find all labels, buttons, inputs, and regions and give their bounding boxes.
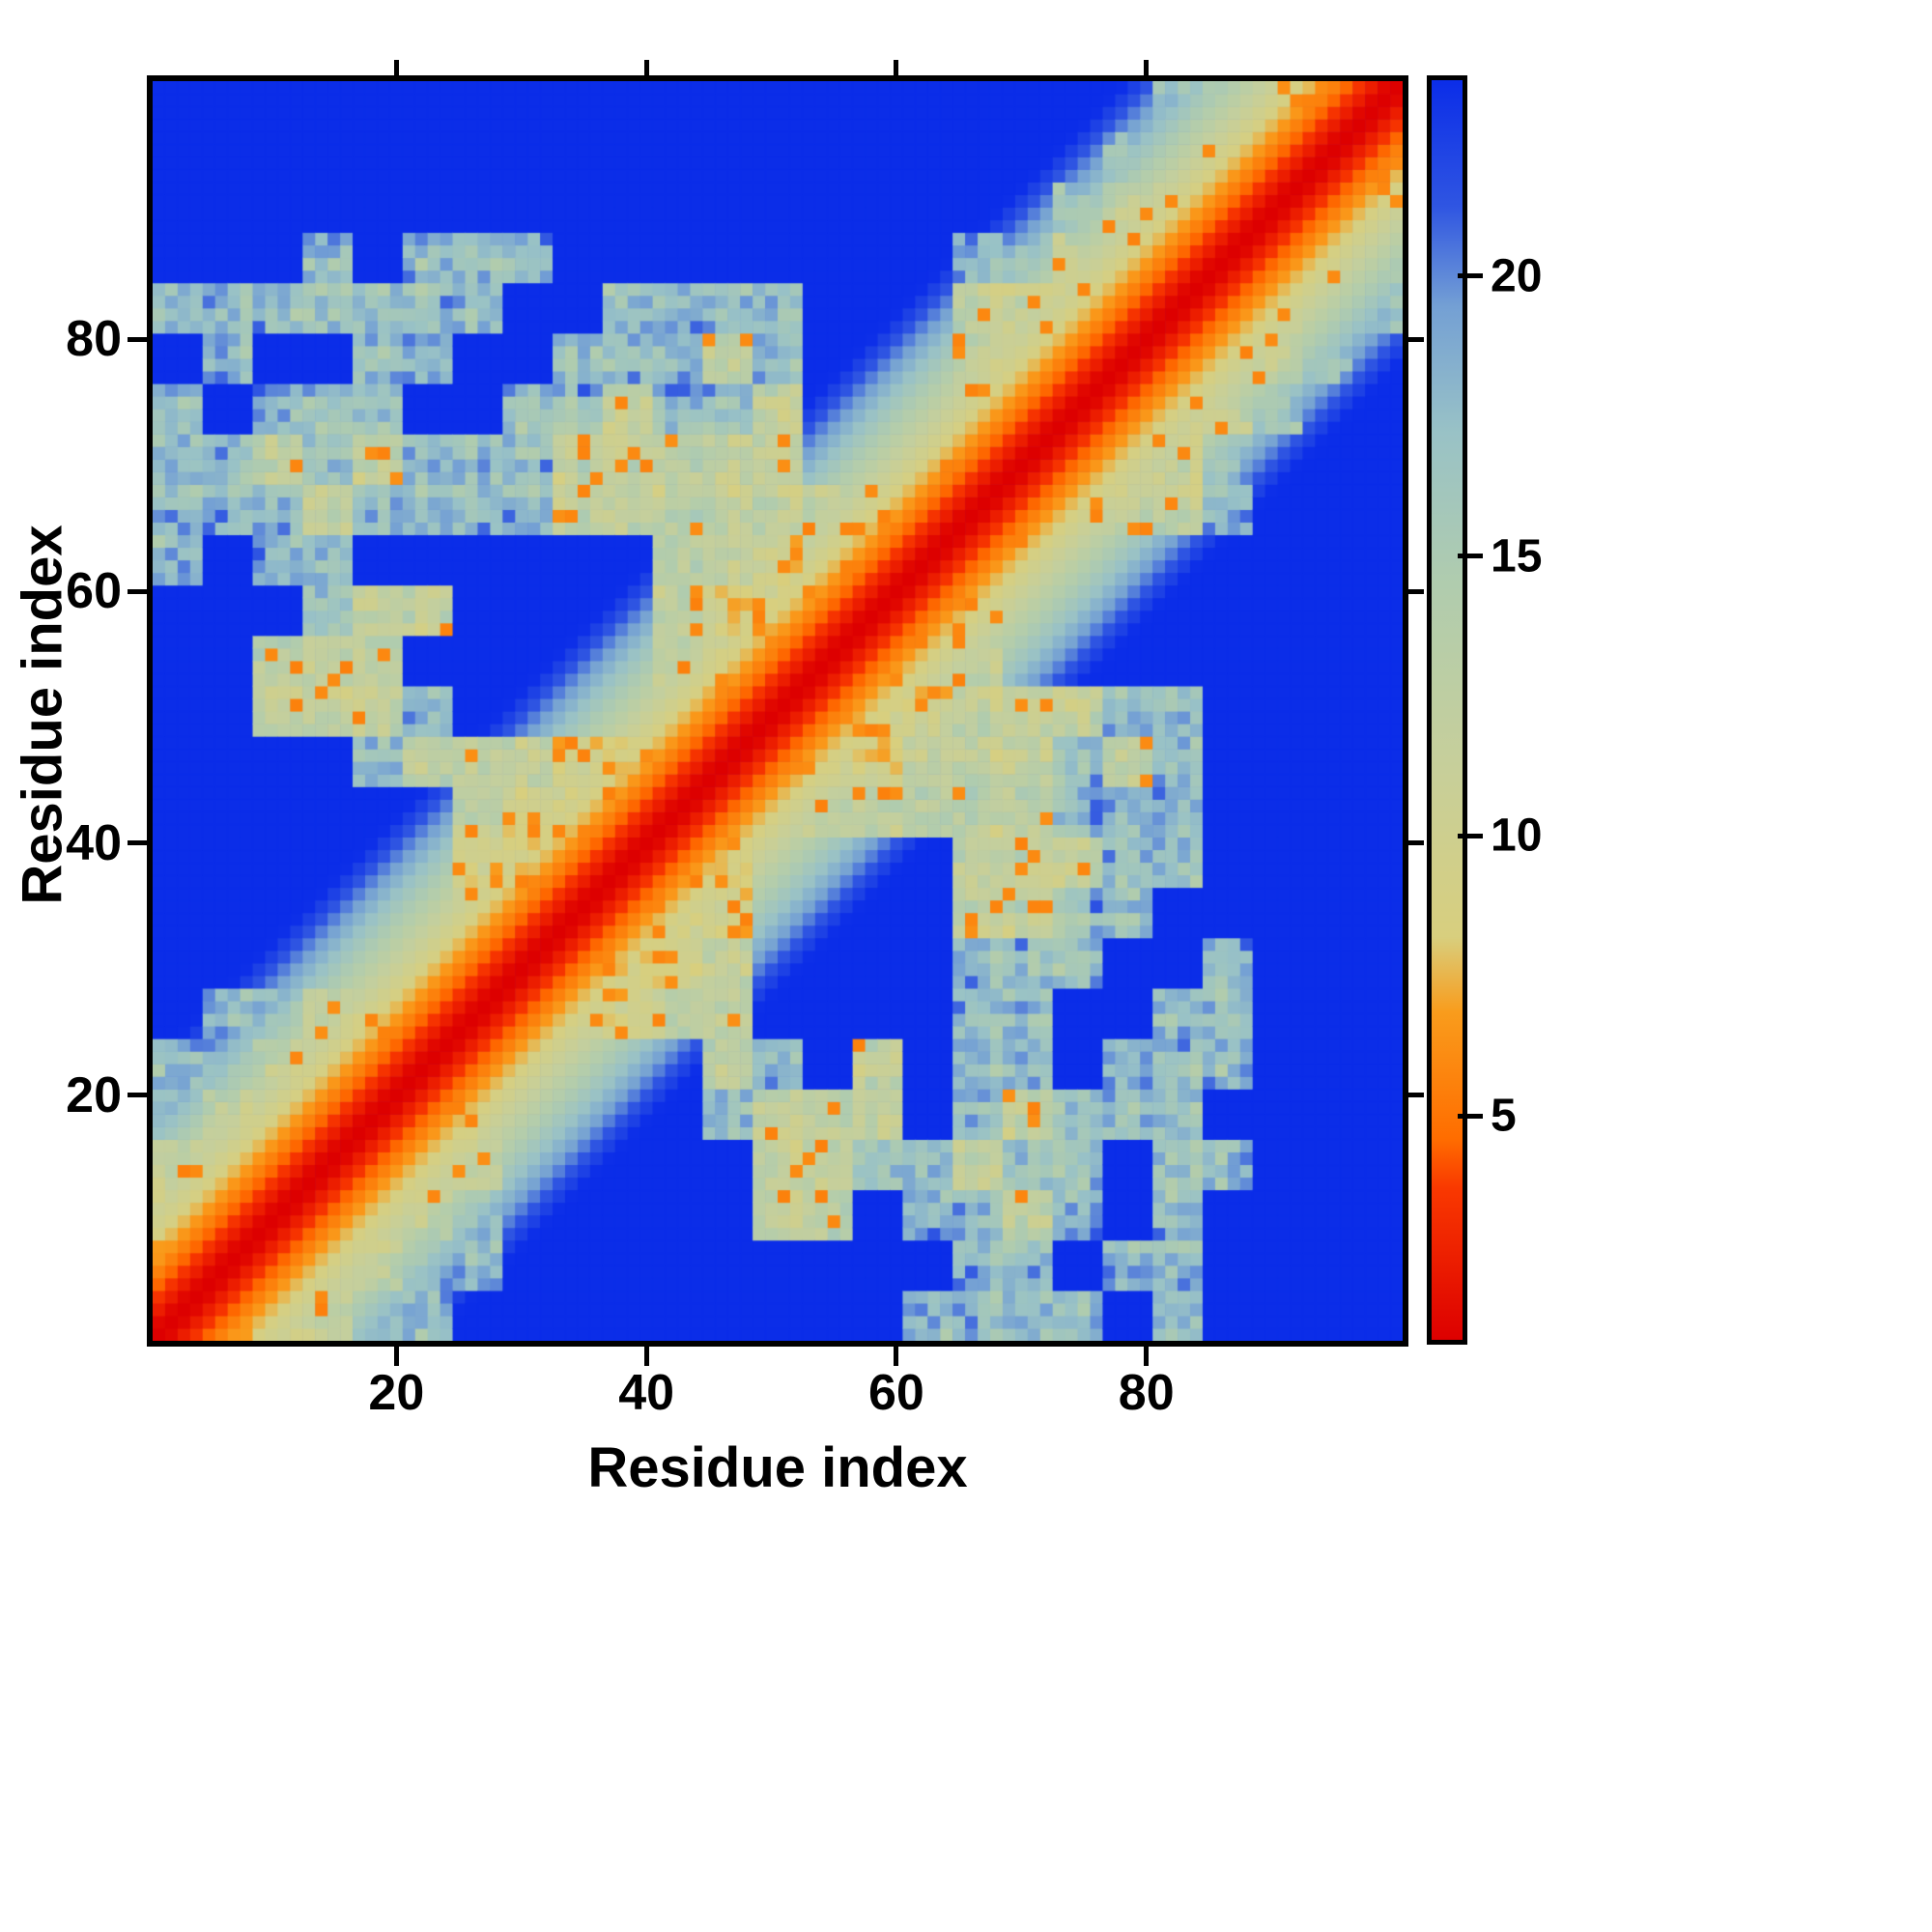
x-tick-mark-top	[1144, 60, 1150, 75]
y-tick-label: 60	[66, 563, 122, 620]
x-tick-mark	[1144, 1347, 1150, 1366]
colorbar-tick-mark	[1458, 554, 1483, 559]
y-tick-mark-right	[1408, 336, 1424, 342]
x-tick-mark-top	[393, 60, 399, 75]
x-tick-mark	[393, 1347, 399, 1366]
colorbar-tick-mark	[1458, 1113, 1483, 1119]
colorbar-tick-label: 15	[1491, 530, 1543, 582]
colorbar-tick-mark	[1458, 833, 1483, 838]
x-axis-label: Residue index	[587, 1436, 968, 1499]
x-tick-mark	[643, 1347, 649, 1366]
colorbar	[1427, 75, 1467, 1345]
x-tick-mark-top	[643, 60, 649, 75]
y-tick-label: 80	[66, 311, 122, 368]
y-tick-mark-right	[1408, 588, 1424, 594]
x-tick-mark	[894, 1347, 899, 1366]
y-tick-mark-right	[1408, 1093, 1424, 1098]
x-tick-label: 80	[1118, 1365, 1175, 1421]
colorbar-tick-label: 20	[1491, 250, 1543, 302]
y-tick-mark	[128, 840, 147, 846]
colorbar-gradient	[1432, 80, 1463, 1340]
y-tick-label: 20	[66, 1066, 122, 1123]
x-tick-label: 40	[618, 1365, 675, 1421]
y-tick-label: 40	[66, 814, 122, 871]
colorbar-tick-mark	[1458, 273, 1483, 279]
y-tick-mark-right	[1408, 840, 1424, 846]
colorbar-tick-label: 10	[1491, 810, 1543, 862]
heatmap-plot	[147, 75, 1408, 1347]
heatmap-canvas	[153, 81, 1403, 1341]
x-tick-mark-top	[894, 60, 899, 75]
colorbar-tick-label: 5	[1491, 1090, 1517, 1142]
y-tick-mark	[128, 588, 147, 594]
y-tick-mark	[128, 1093, 147, 1098]
x-tick-label: 60	[868, 1365, 924, 1421]
y-tick-mark	[128, 336, 147, 342]
x-tick-label: 20	[368, 1365, 425, 1421]
